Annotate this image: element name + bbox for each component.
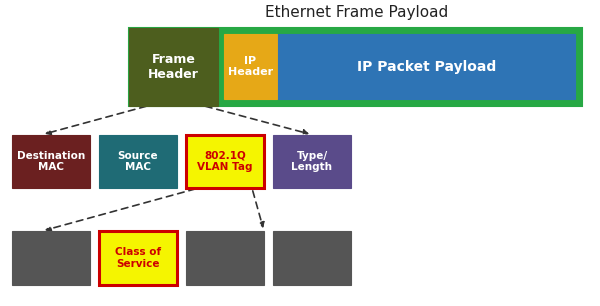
Text: Type/
Length: Type/ Length [292, 151, 332, 172]
FancyBboxPatch shape [129, 28, 218, 106]
FancyBboxPatch shape [273, 231, 351, 285]
FancyBboxPatch shape [129, 28, 582, 106]
FancyBboxPatch shape [186, 231, 264, 285]
FancyBboxPatch shape [99, 135, 177, 188]
Text: Destination
MAC: Destination MAC [17, 151, 85, 172]
Text: Source
MAC: Source MAC [118, 151, 158, 172]
Text: Frame
Header: Frame Header [148, 53, 199, 80]
FancyBboxPatch shape [186, 135, 264, 188]
Text: Ethernet Frame Payload: Ethernet Frame Payload [265, 5, 449, 20]
FancyBboxPatch shape [278, 34, 575, 99]
Text: Class of
Service: Class of Service [115, 247, 161, 269]
FancyBboxPatch shape [99, 231, 177, 285]
FancyBboxPatch shape [224, 34, 277, 99]
FancyBboxPatch shape [12, 231, 90, 285]
FancyBboxPatch shape [12, 135, 90, 188]
Text: IP
Header: IP Header [227, 56, 273, 77]
FancyBboxPatch shape [273, 135, 351, 188]
Text: 802.1Q
VLAN Tag: 802.1Q VLAN Tag [197, 151, 253, 172]
Text: IP Packet Payload: IP Packet Payload [356, 60, 496, 73]
